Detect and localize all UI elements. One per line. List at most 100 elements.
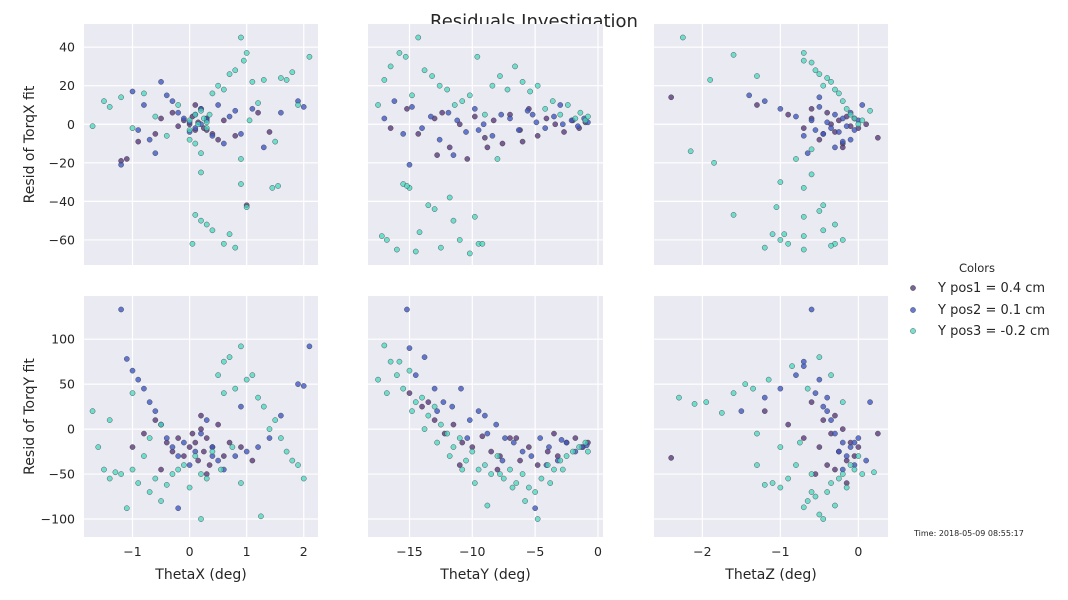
data-point xyxy=(769,231,776,237)
data-point xyxy=(519,448,526,455)
data-point xyxy=(839,237,846,243)
data-point xyxy=(387,63,394,70)
data-point xyxy=(209,90,216,97)
data-point xyxy=(300,104,307,110)
data-point xyxy=(847,462,854,468)
data-point xyxy=(400,131,406,137)
data-point xyxy=(559,121,566,128)
data-point xyxy=(152,408,159,414)
data-point xyxy=(843,123,850,129)
data-point xyxy=(295,102,301,108)
data-point xyxy=(867,107,873,114)
data-point xyxy=(746,92,752,99)
data-point xyxy=(440,399,447,405)
data-point xyxy=(472,113,478,120)
data-point xyxy=(800,358,807,365)
data-point xyxy=(489,133,496,139)
data-point xyxy=(434,408,440,414)
data-point xyxy=(808,106,815,112)
data-point xyxy=(201,448,207,455)
y-tick-label: 40 xyxy=(59,40,75,55)
data-point xyxy=(209,133,216,139)
data-point xyxy=(800,435,807,441)
data-point xyxy=(463,457,469,464)
series-pos3 xyxy=(375,34,591,257)
data-point xyxy=(175,435,181,441)
data-point xyxy=(238,343,244,350)
data-point xyxy=(221,117,227,124)
data-point xyxy=(524,107,531,114)
data-point xyxy=(186,117,193,124)
data-point xyxy=(742,381,749,387)
panel-r1c2: −2 −1 0 ThetaZ (deg) xyxy=(654,296,888,583)
data-point xyxy=(493,421,499,428)
data-point xyxy=(847,136,854,143)
data-point xyxy=(221,453,227,459)
data-point xyxy=(431,385,438,392)
data-point xyxy=(275,183,281,189)
data-point xyxy=(513,435,520,441)
data-point xyxy=(203,221,210,228)
data-point xyxy=(175,109,181,116)
data-point xyxy=(201,115,207,122)
data-point xyxy=(513,480,520,486)
data-point xyxy=(431,206,438,212)
data-point xyxy=(215,457,221,464)
data-point xyxy=(557,457,564,464)
data-point xyxy=(141,385,147,392)
data-point xyxy=(816,136,823,143)
data-point xyxy=(146,399,153,405)
data-point xyxy=(175,505,181,512)
data-point xyxy=(255,444,261,450)
data-point xyxy=(851,439,858,446)
data-point xyxy=(181,115,187,122)
data-point xyxy=(563,453,570,459)
data-point xyxy=(474,53,481,60)
data-point xyxy=(425,399,432,405)
x-tick-label: 0 xyxy=(594,544,602,559)
data-point xyxy=(238,131,244,137)
series-pos2 xyxy=(404,306,590,512)
data-point xyxy=(687,148,694,155)
data-point xyxy=(135,376,142,383)
data-point xyxy=(243,376,250,383)
data-point xyxy=(436,136,443,143)
data-point xyxy=(832,502,838,509)
data-point xyxy=(558,437,565,443)
data-point xyxy=(221,390,227,396)
data-point xyxy=(163,133,170,139)
data-point xyxy=(504,86,511,93)
data-point xyxy=(820,131,827,137)
data-point xyxy=(488,448,494,455)
data-point xyxy=(215,102,221,108)
legend-label-pos1: Y pos1 = 0.4 cm xyxy=(937,281,1045,296)
data-point xyxy=(507,466,513,473)
data-point xyxy=(243,50,250,56)
data-point xyxy=(800,57,807,64)
y-axis-label: Resid of TorqY fit xyxy=(22,358,38,475)
data-point xyxy=(793,156,799,162)
data-point xyxy=(391,98,398,104)
data-point xyxy=(198,150,204,156)
data-point xyxy=(585,113,591,120)
data-point xyxy=(192,125,199,131)
data-point xyxy=(255,394,261,401)
data-point xyxy=(186,484,193,491)
data-point xyxy=(375,102,381,108)
legend-entry: Y pos1 = 0.4 cm xyxy=(910,281,1045,296)
data-point xyxy=(820,516,827,522)
data-point xyxy=(175,453,181,459)
data-point xyxy=(215,136,221,143)
x-tick-label: 2 xyxy=(300,544,308,559)
data-point xyxy=(863,121,869,128)
data-point xyxy=(89,123,96,129)
data-point xyxy=(859,471,866,477)
data-point xyxy=(446,453,453,459)
data-point xyxy=(232,67,239,74)
data-point xyxy=(106,417,113,423)
data-point xyxy=(198,107,204,114)
data-point xyxy=(499,140,506,147)
data-point xyxy=(867,399,873,405)
data-point xyxy=(808,59,815,66)
data-point xyxy=(146,489,153,495)
